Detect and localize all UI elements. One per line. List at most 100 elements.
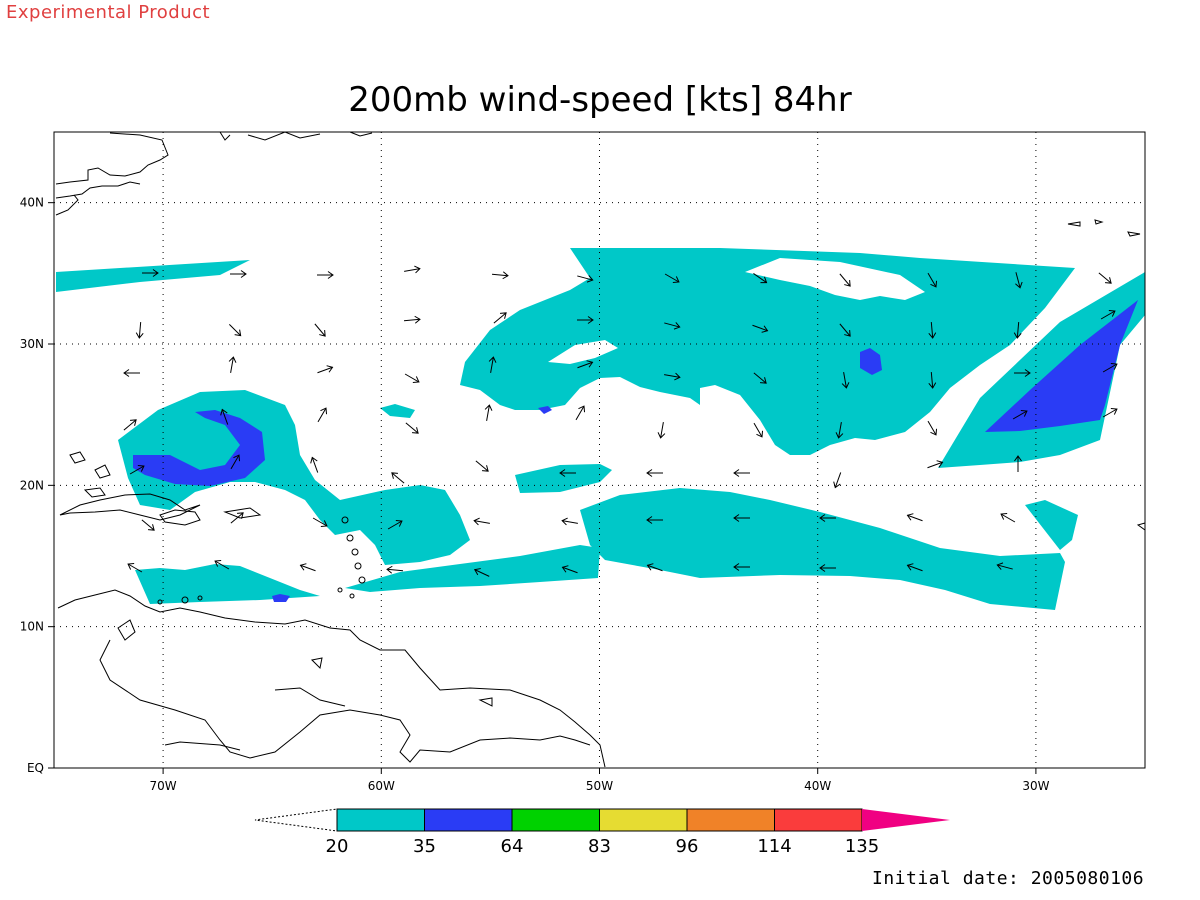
wind-arrow <box>1014 455 1022 472</box>
wind-arrow <box>317 271 334 279</box>
x-tick-label: 70W <box>150 779 177 793</box>
wind-arrow <box>1100 309 1116 320</box>
wind-arrow <box>928 321 937 339</box>
wind-arrow <box>317 365 334 374</box>
wind-arrow <box>906 563 923 572</box>
wind-arrow <box>1000 512 1016 523</box>
wind-arrow <box>135 321 144 339</box>
colorbar-label: 83 <box>588 836 611 857</box>
wind-arrow <box>664 372 681 381</box>
wind-arrow <box>1012 409 1028 420</box>
wind-arrow <box>488 356 497 373</box>
wind-arrow <box>733 563 750 571</box>
colorbar-legend: 20 35 64 83 96 114 135 <box>254 808 950 857</box>
wind-arrow <box>561 517 578 526</box>
latitude-ticks: EQ 10N 20N 30N 40N <box>20 196 54 775</box>
wind-arrow <box>473 517 490 526</box>
colorbar-bin <box>774 808 863 832</box>
wind-arrow <box>833 472 842 489</box>
wind-arrow <box>753 273 768 284</box>
wind-arrow <box>1013 321 1022 339</box>
wind-arrow <box>928 371 937 389</box>
wind-arrow <box>646 563 663 572</box>
wind-arrow <box>646 516 663 524</box>
wind-arrow <box>1102 407 1118 418</box>
wind-arrow <box>405 422 419 434</box>
wind-arrow <box>575 405 586 421</box>
y-tick-label: 40N <box>20 196 44 210</box>
wind-arrow <box>387 519 403 530</box>
wind-arrow <box>317 407 328 423</box>
colorbar-label: 35 <box>413 836 436 857</box>
colorbar-bin <box>336 808 425 832</box>
wind-arrow <box>577 316 594 324</box>
longitude-ticks: 70W 60W 50W 40W 30W <box>150 768 1050 793</box>
y-tick-label: 30N <box>20 337 44 351</box>
wind-arrow <box>404 373 420 384</box>
wind-vectors <box>123 265 1118 577</box>
wind-arrow <box>839 273 851 287</box>
wind-arrow <box>1014 369 1031 377</box>
wind-arrow <box>491 271 509 280</box>
wind-arrow <box>404 265 421 274</box>
colorbar-label: 20 <box>326 836 349 857</box>
wind-arrow <box>906 513 923 522</box>
wind-arrow <box>733 514 750 522</box>
x-tick-label: 50W <box>586 779 613 793</box>
wind-arrow <box>391 472 405 484</box>
wind-arrow <box>403 315 421 324</box>
x-tick-label: 30W <box>1022 779 1049 793</box>
wind-arrow <box>123 419 137 431</box>
wind-arrow <box>310 456 319 473</box>
colorbar-over-triangle <box>862 809 950 831</box>
wind-arrow <box>819 514 836 522</box>
wind-arrow <box>473 568 490 577</box>
experimental-product-label: Experimental Product <box>6 2 211 23</box>
wind-shading-holes <box>548 258 925 364</box>
wind-arrow <box>228 356 237 373</box>
wind-arrow <box>657 422 666 439</box>
wind-arrow <box>835 422 844 439</box>
wind-arrow <box>230 454 241 470</box>
colorbar-label: 96 <box>676 836 699 857</box>
wind-arrow <box>1102 362 1118 373</box>
colorbar-label: 64 <box>501 836 524 857</box>
colorbar-bin <box>686 808 775 832</box>
wind-arrow <box>733 469 750 477</box>
x-tick-label: 40W <box>804 779 831 793</box>
colorbar-under-triangle <box>254 808 338 832</box>
wind-arrow <box>839 323 851 337</box>
lesser-antilles-islands <box>157 516 366 605</box>
wind-arrow <box>996 562 1013 570</box>
wind-arrow <box>1015 272 1023 289</box>
wind-arrow <box>646 469 663 477</box>
wind-arrow <box>220 408 229 425</box>
wind-arrow <box>559 469 576 477</box>
wind-arrow <box>752 324 769 333</box>
y-tick-label: EQ <box>27 761 44 775</box>
wind-arrow <box>129 464 145 475</box>
wind-arrow <box>561 565 578 574</box>
wind-arrow <box>664 273 680 284</box>
y-tick-label: 20N <box>20 478 44 492</box>
wind-arrow <box>228 323 242 337</box>
x-tick-label: 60W <box>368 779 395 793</box>
wind-arrow <box>753 422 764 438</box>
wind-arrow <box>386 565 404 574</box>
wind-arrow <box>475 460 489 472</box>
initial-date-label: Initial date: 2005080106 <box>872 868 1145 889</box>
wind-arrow <box>841 372 850 389</box>
colorbar-bin <box>511 808 600 832</box>
wind-arrow <box>664 322 681 330</box>
colorbar-bin <box>599 808 688 832</box>
lat-lon-grid <box>54 132 1145 768</box>
wind-arrow <box>142 269 159 277</box>
wind-arrow <box>1098 272 1112 284</box>
wind-arrow <box>214 559 230 570</box>
wind-arrow <box>927 272 938 288</box>
wind-arrow <box>927 420 938 436</box>
y-tick-label: 10N <box>20 620 44 634</box>
wind-shading-20-35 <box>56 248 1145 610</box>
wind-arrow <box>314 323 326 337</box>
